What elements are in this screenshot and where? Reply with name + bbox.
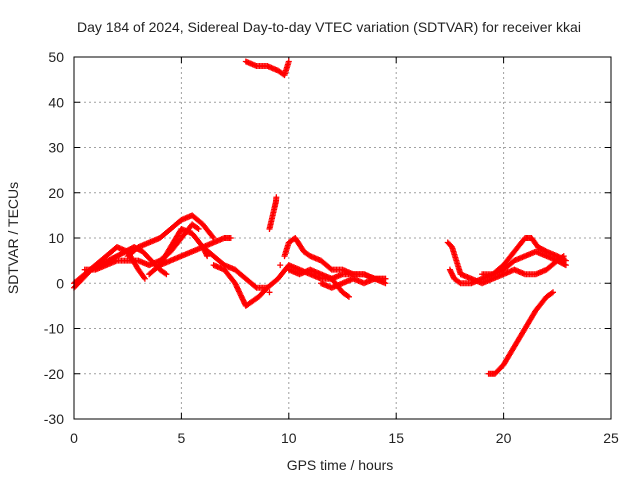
data-point [163, 271, 170, 278]
data-point [227, 235, 234, 241]
series-track-r [485, 289, 557, 377]
data-point [204, 253, 211, 260]
data-point [252, 283, 259, 290]
y-tick-label: 10 [48, 230, 64, 246]
y-tick-label: -30 [44, 411, 64, 427]
series-track-j [266, 194, 280, 232]
chart-title: Day 184 of 2024, Sidereal Day-to-day VTE… [77, 19, 581, 35]
data-point [277, 262, 284, 269]
series-stray [266, 262, 284, 296]
x-tick-label: 15 [388, 430, 404, 446]
y-tick-label: 50 [48, 49, 64, 65]
x-axis-label: GPS time / hours [287, 457, 394, 473]
y-tick-label: 20 [48, 185, 64, 201]
series-track-o [444, 239, 567, 287]
data-point [562, 262, 569, 269]
y-tick-label: 40 [48, 94, 64, 110]
data-point [285, 58, 292, 65]
data-point [548, 290, 555, 297]
data-point [194, 225, 201, 232]
x-tick-label: 20 [496, 430, 512, 446]
data-point [162, 270, 169, 277]
x-tick-label: 5 [178, 430, 186, 446]
data-point [456, 279, 463, 286]
series-track-q [479, 248, 569, 278]
x-tick-label: 25 [603, 430, 619, 446]
series-track-d [124, 212, 217, 260]
y-axis-label: SDTVAR / TECUs [5, 182, 21, 294]
series-track-n [318, 275, 389, 291]
data-point [273, 194, 280, 201]
y-tick-label: -10 [44, 321, 64, 337]
data-point [141, 275, 148, 282]
x-tick-label: 0 [70, 430, 78, 446]
data-point [550, 289, 557, 296]
data-point [345, 293, 352, 300]
series-track-i [242, 58, 292, 79]
data-point [382, 280, 389, 287]
tick-labels: 0 5 10 15 20 25 -30 -20 -10 0 10 20 30 40 50 [44, 49, 619, 446]
series-track-c [81, 221, 202, 273]
data-point [195, 225, 202, 232]
y-tick-label: -20 [44, 366, 64, 382]
series-track-e [146, 225, 211, 278]
y-tick-label: 0 [56, 275, 64, 291]
plot-frame [73, 56, 612, 420]
y-tick-label: 30 [48, 140, 64, 156]
data-point [344, 292, 351, 299]
data-point [266, 289, 273, 296]
data-point [140, 274, 147, 281]
x-tick-label: 10 [281, 430, 297, 446]
data-marks [71, 58, 569, 377]
data-point [209, 233, 216, 240]
data-point [327, 265, 334, 272]
